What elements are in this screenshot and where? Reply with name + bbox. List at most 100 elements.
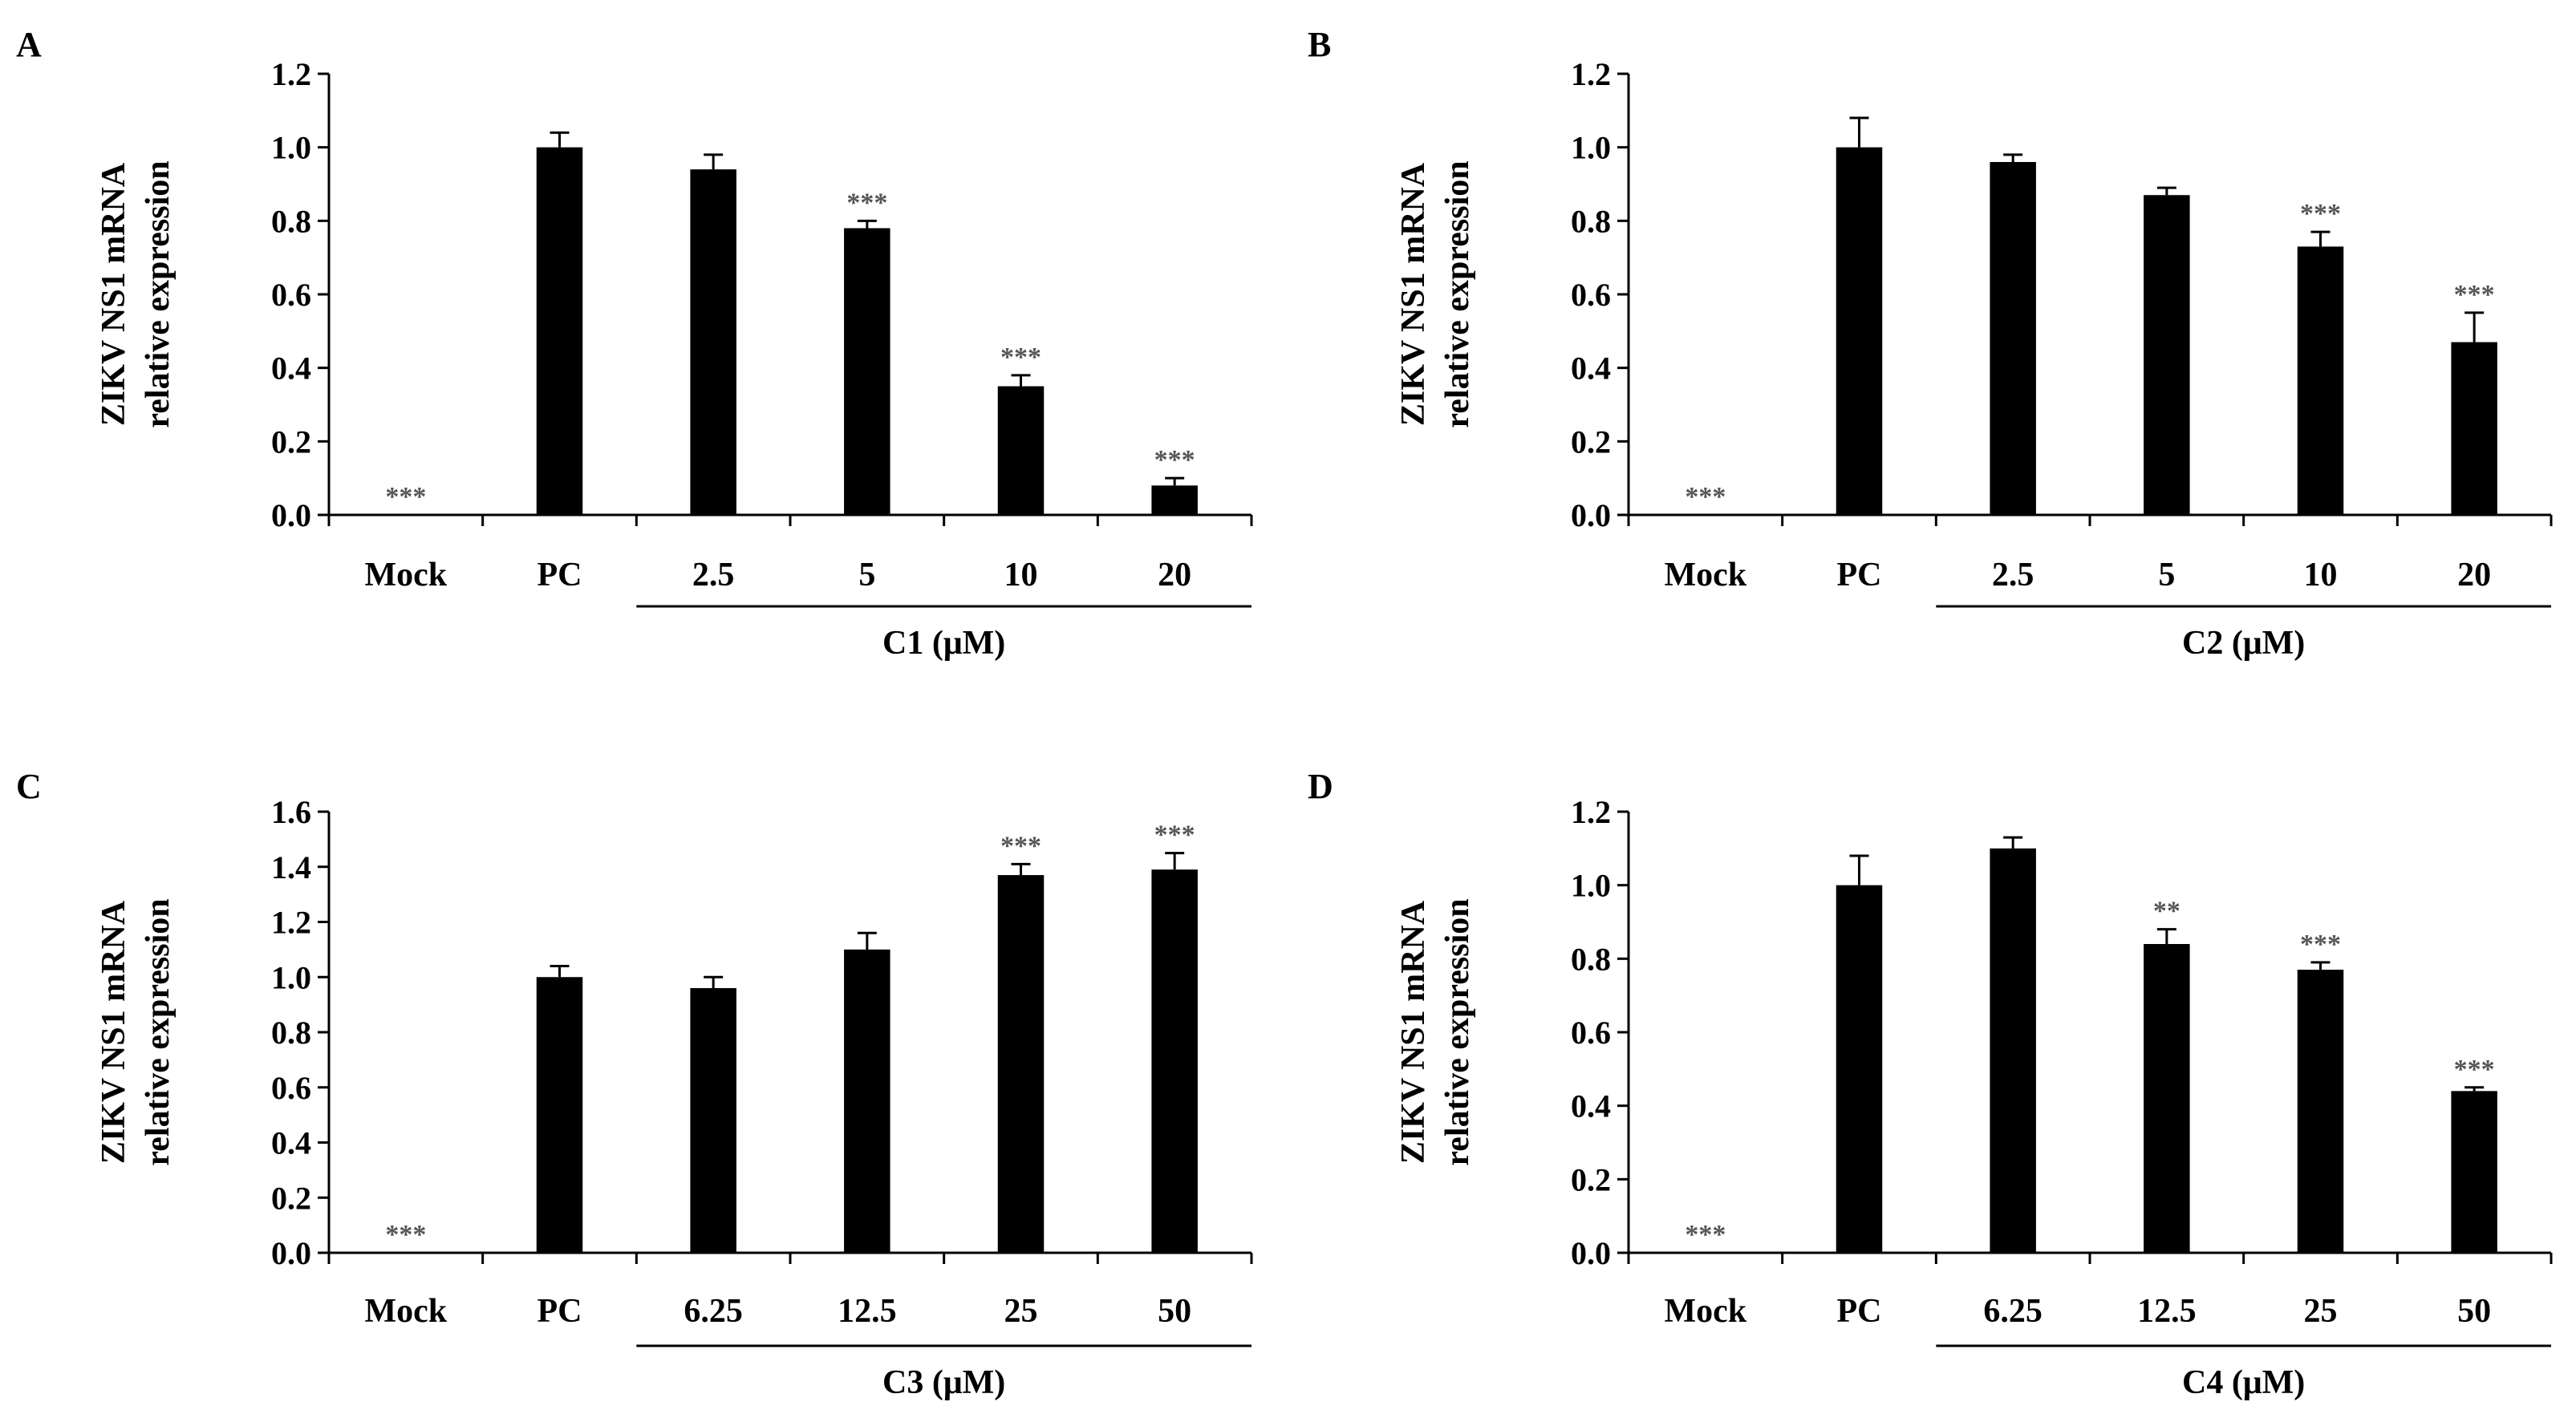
y-tick-label: 0.2 <box>1571 423 1611 460</box>
significance-label: *** <box>2454 280 2495 310</box>
x-category-label: Mock <box>365 557 448 594</box>
bar <box>1836 885 1883 1253</box>
y-tick-label: 0.0 <box>1571 1235 1611 1271</box>
significance-label: *** <box>1685 482 1726 512</box>
x-category-label: 12.5 <box>838 1293 897 1330</box>
bar <box>844 949 890 1253</box>
bar <box>2144 944 2190 1253</box>
y-tick-label: 1.2 <box>271 56 311 92</box>
x-category-label: 5 <box>2158 557 2175 594</box>
y-tick-label: 0.6 <box>1571 1015 1611 1051</box>
chart-panel-a: A 0.0 0.2 0.4 0.6 0.8 1.0 1.2 *** Mock PC 2.5 *** 5 **… <box>16 25 1253 662</box>
group-label: C4 (μM) <box>2182 1364 2305 1401</box>
y-tick-label: 0.6 <box>271 1070 311 1106</box>
x-category-label: 50 <box>1158 1293 1191 1330</box>
y-tick-label: 0.0 <box>1571 497 1611 533</box>
bar <box>1990 162 2036 515</box>
y-axis-label-line2: relative expression <box>140 898 176 1165</box>
bar <box>2297 970 2344 1253</box>
x-category-label: 25 <box>2304 1293 2338 1330</box>
significance-label: *** <box>846 188 887 217</box>
x-category-label: PC <box>538 1293 582 1330</box>
bar <box>1836 147 1883 515</box>
group-label: C1 (μM) <box>882 625 1005 662</box>
significance-label: *** <box>1000 831 1041 861</box>
y-tick-label: 0.4 <box>1571 350 1611 387</box>
x-category-label: PC <box>1837 1293 1882 1330</box>
x-category-label: Mock <box>1665 557 1747 594</box>
y-tick-label: 1.0 <box>1571 130 1611 166</box>
bar <box>997 386 1045 515</box>
x-category-label: 6.25 <box>1983 1293 2043 1330</box>
significance-label: *** <box>1154 820 1195 850</box>
panel-letter: C <box>16 767 42 806</box>
x-category-label: 10 <box>2304 557 2338 594</box>
y-tick-label: 0.0 <box>271 497 311 533</box>
y-axis-label-line2: relative expression <box>1439 898 1476 1165</box>
y-axis-label-line1: ZIKV NS1 mRNA <box>95 162 132 426</box>
bar <box>2297 246 2344 515</box>
bar <box>844 228 890 515</box>
significance-label: *** <box>385 1220 426 1250</box>
x-category-label: 20 <box>2457 557 2491 594</box>
x-category-label: 20 <box>1158 557 1191 594</box>
y-tick-label: 0.8 <box>271 1015 311 1051</box>
x-category-label: 2.5 <box>1992 557 2034 594</box>
significance-label: *** <box>2300 930 2341 959</box>
y-tick-label: 0.6 <box>271 277 311 313</box>
x-category-label: 50 <box>2457 1293 2491 1330</box>
y-tick-label: 1.4 <box>271 849 311 885</box>
panel-letter: D <box>1308 767 1333 806</box>
group-label: C2 (μM) <box>2182 625 2305 662</box>
bar <box>1151 869 1198 1253</box>
x-category-label: 25 <box>1004 1293 1038 1330</box>
bar <box>1151 485 1198 515</box>
chart-panel-c: C 0.0 0.2 0.4 0.6 0.8 1.0 1.2 1.4 1.6 *** Mock PC 6.2… <box>16 767 1253 1401</box>
y-tick-label: 0.2 <box>1571 1161 1611 1197</box>
significance-label: *** <box>1000 342 1041 372</box>
y-tick-label: 1.2 <box>271 905 311 941</box>
x-category-label: PC <box>538 557 582 594</box>
y-tick-label: 0.4 <box>271 350 311 387</box>
x-category-label: Mock <box>1665 1293 1747 1330</box>
x-category-label: 10 <box>1004 557 1038 594</box>
y-tick-label: 1.6 <box>271 794 311 830</box>
significance-label: *** <box>1685 1220 1726 1250</box>
y-tick-label: 0.4 <box>1571 1088 1611 1124</box>
x-category-label: PC <box>1837 557 1882 594</box>
y-tick-label: 0.8 <box>271 203 311 239</box>
bar <box>536 147 583 515</box>
y-tick-label: 0.6 <box>1571 277 1611 313</box>
panel-letter: B <box>1308 25 1331 64</box>
bar <box>2144 195 2190 515</box>
y-axis-label-line1: ZIKV NS1 mRNA <box>1395 162 1432 426</box>
y-tick-label: 0.4 <box>271 1125 311 1161</box>
y-tick-label: 0.0 <box>271 1235 311 1271</box>
bar <box>536 977 583 1253</box>
panel-letter: A <box>16 25 42 64</box>
group-label: C3 (μM) <box>882 1364 1005 1401</box>
bar <box>997 875 1045 1253</box>
y-tick-label: 0.8 <box>1571 941 1611 977</box>
y-tick-label: 1.0 <box>271 959 311 995</box>
x-category-label: 2.5 <box>692 557 735 594</box>
bar <box>2451 342 2497 515</box>
significance-label: *** <box>1154 445 1195 475</box>
x-category-label: 5 <box>858 557 875 594</box>
y-tick-label: 0.2 <box>271 1180 311 1216</box>
y-axis-label-line2: relative expression <box>1439 160 1476 427</box>
y-tick-label: 1.2 <box>1571 56 1611 92</box>
y-tick-label: 0.8 <box>1571 203 1611 239</box>
y-tick-label: 1.0 <box>271 130 311 166</box>
y-tick-label: 1.2 <box>1571 794 1611 830</box>
bar <box>1990 848 2036 1253</box>
y-tick-label: 1.0 <box>1571 868 1611 904</box>
y-axis-label-line1: ZIKV NS1 mRNA <box>95 900 132 1164</box>
chart-panel-d: D 0.0 0.2 0.4 0.6 0.8 1.0 1.2 *** Mock PC 6.25 ** 12.… <box>1308 767 2553 1401</box>
bar <box>690 988 736 1253</box>
chart-panel-b: B 0.0 0.2 0.4 0.6 0.8 1.0 1.2 *** Mock PC 2.5 5 *** 10… <box>1308 25 2553 662</box>
significance-label: ** <box>2153 897 2180 926</box>
x-category-label: 12.5 <box>2137 1293 2197 1330</box>
significance-label: *** <box>2300 199 2341 229</box>
